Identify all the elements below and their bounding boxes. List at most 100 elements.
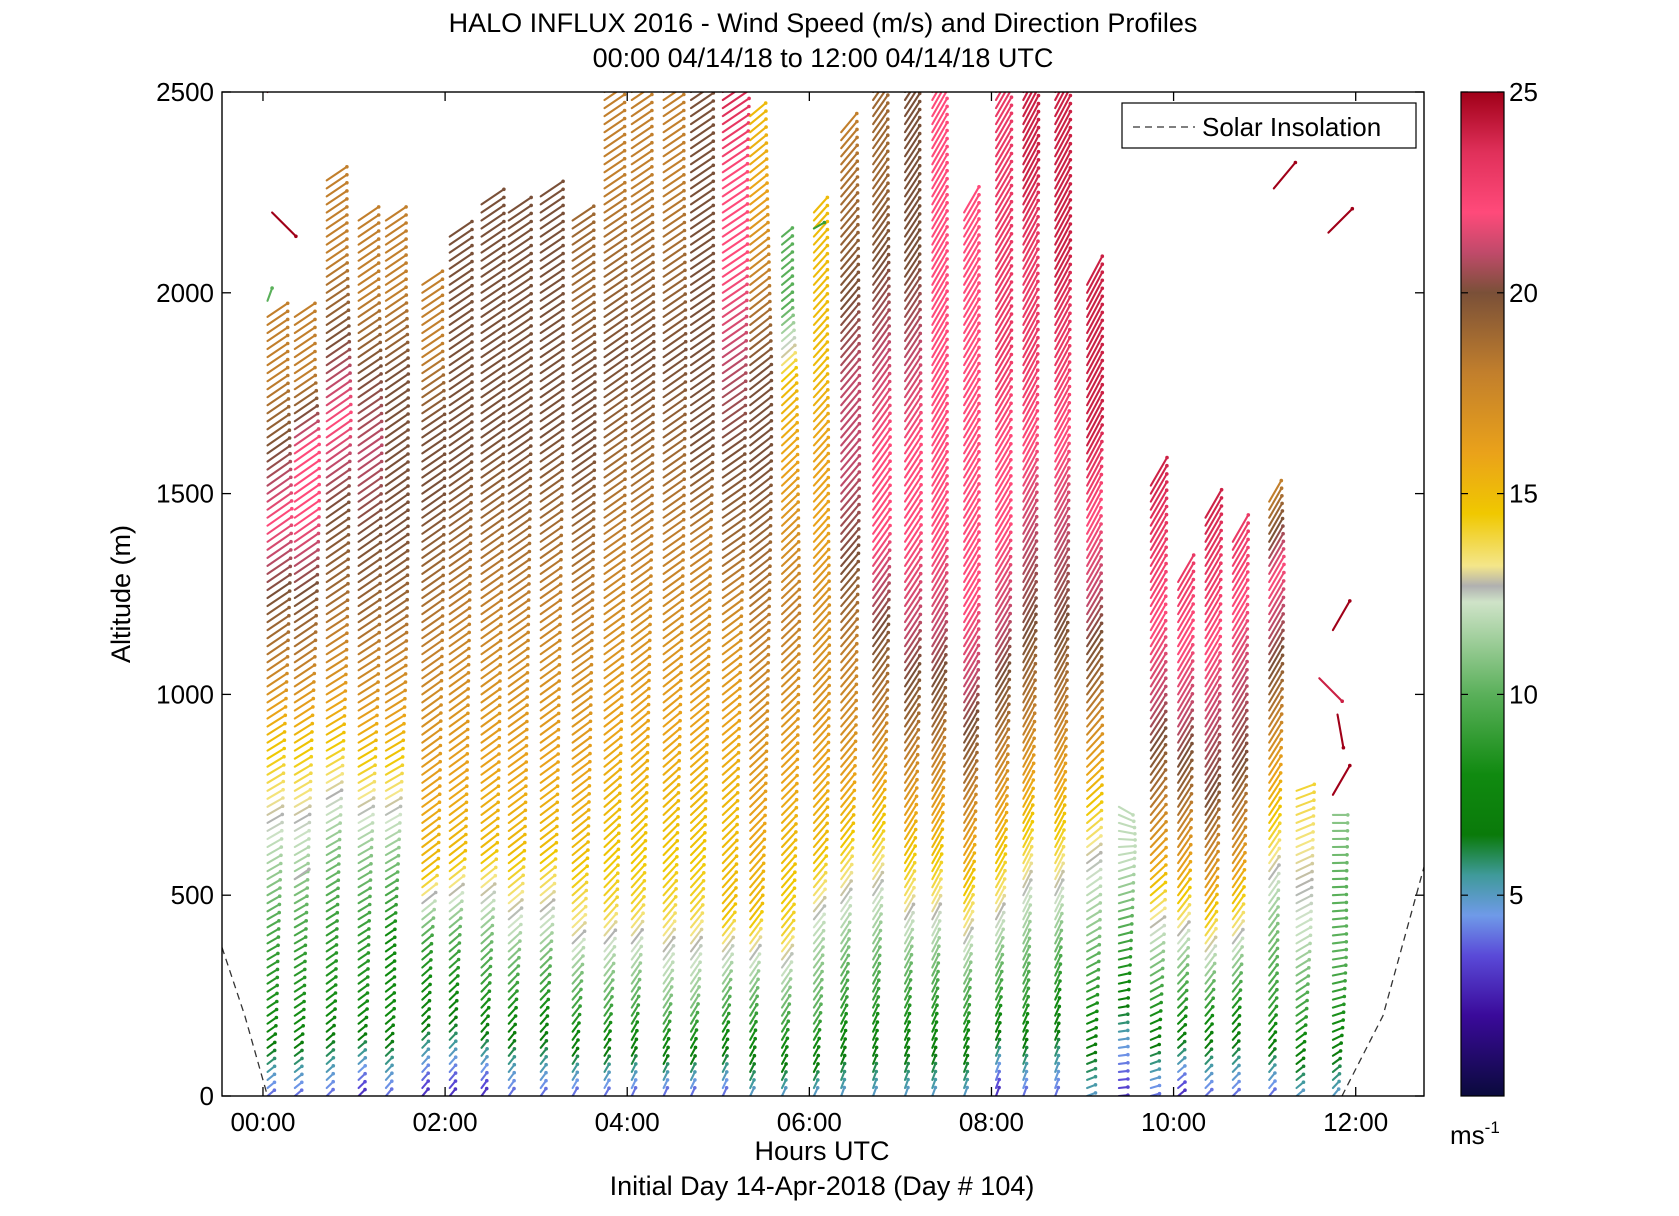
wind-vector-shaft (325, 911, 339, 921)
wind-vector-head (390, 1039, 395, 1044)
wind-vector-head (561, 356, 565, 360)
wind-vector-shaft (421, 934, 434, 945)
wind-vector-head (470, 283, 474, 288)
wind-vector-head (500, 566, 504, 570)
wind-vector-head (557, 646, 562, 651)
wind-vector-head (333, 1007, 337, 1011)
wind-vector-head (467, 646, 471, 651)
wind-vector-head (332, 1015, 337, 1020)
wind-vector-shaft (293, 302, 317, 318)
wind-vector (325, 363, 352, 383)
wind-vector-head (314, 622, 318, 626)
wind-vector-head (501, 468, 505, 473)
wind-vector-head (522, 857, 526, 861)
wind-vector (266, 663, 290, 680)
wind-vector-head (649, 550, 654, 554)
wind-vector (293, 341, 317, 359)
wind-vector-head (405, 324, 410, 329)
wind-vector-head (377, 285, 381, 290)
wind-vector-head (311, 696, 316, 701)
wind-vector-head (624, 308, 628, 312)
wind-vector-head (529, 251, 533, 256)
wind-vector-shaft (325, 789, 343, 800)
wind-vector-head (671, 952, 675, 956)
wind-vector-shaft (384, 574, 409, 592)
wind-vector-shaft (293, 540, 320, 559)
wind-vector-head (280, 804, 285, 808)
wind-vector-head (518, 931, 523, 935)
wind-vector-head (440, 341, 445, 346)
wind-vector-head (370, 821, 375, 825)
wind-vector-shaft (384, 557, 409, 575)
wind-vector-head (648, 598, 653, 602)
wind-vector-shaft (266, 350, 289, 367)
wind-vector-head (635, 1020, 640, 1024)
wind-vector-head (639, 952, 643, 957)
wind-vector-head (459, 907, 464, 912)
wind-vector-head (368, 878, 373, 882)
wind-vector-head (592, 244, 596, 249)
wind-vector-head (707, 646, 711, 651)
wind-vector-head (316, 531, 321, 536)
wind-vector-head (400, 755, 405, 759)
wind-vector-head (676, 791, 681, 795)
wind-vector-shaft (384, 689, 407, 704)
wind-vector (266, 688, 289, 704)
wind-vectors (266, 92, 1355, 1096)
wind-vector-head (652, 347, 656, 352)
wind-vector-head (393, 935, 397, 940)
wind-vector (325, 581, 350, 600)
wind-vector-head (308, 787, 313, 792)
wind-vector-head (705, 726, 710, 731)
wind-vector-head (708, 542, 713, 546)
wind-vector-head (442, 500, 447, 505)
wind-vector-head (589, 646, 594, 651)
wind-vector-head (667, 1019, 672, 1024)
wind-vector (384, 404, 411, 423)
wind-vector-head (561, 275, 565, 280)
wind-vector-head (590, 614, 595, 619)
wind-vector (293, 498, 322, 519)
wind-vector-shaft (384, 739, 405, 752)
wind-vector (384, 324, 410, 343)
wind-vector-shaft (293, 515, 321, 535)
wind-vector-head (624, 380, 628, 384)
wind-vector-head (649, 542, 654, 546)
wind-vector (384, 1006, 397, 1017)
wind-vector-head (693, 1070, 697, 1074)
wind-vector-head (275, 991, 279, 996)
wind-vector-head (403, 696, 407, 701)
wind-vector-head (468, 573, 472, 578)
wind-vector (421, 990, 432, 1001)
wind-vector-head (559, 525, 564, 530)
wind-vector-head (528, 452, 533, 457)
wind-vector-head (284, 688, 289, 692)
wind-vector-head (616, 847, 621, 852)
wind-vector (325, 213, 349, 230)
wind-vector-head (556, 760, 560, 764)
wind-vector-head (701, 895, 705, 899)
wind-vector-head (307, 828, 311, 833)
wind-vector-head (529, 195, 533, 200)
wind-vector-head (275, 967, 280, 972)
wind-vector-head (277, 902, 282, 907)
wind-vector-shaft (357, 903, 371, 913)
wind-vector-head (285, 357, 290, 362)
wind-vector-shaft (384, 341, 409, 359)
wind-vector-shaft (325, 253, 349, 270)
wind-vector (293, 837, 311, 849)
wind-vector-shaft (357, 364, 383, 383)
wind-vector-head (438, 759, 443, 764)
wind-vector-shaft (266, 334, 289, 351)
wind-vector-head (586, 848, 590, 852)
wind-vector-head (589, 687, 593, 691)
wind-vector-shaft (266, 714, 287, 728)
wind-vector-head (546, 1005, 550, 1010)
wind-vector (384, 1087, 394, 1096)
wind-vector (266, 572, 292, 592)
wind-vector-head (651, 412, 655, 417)
wind-vector-shaft (325, 919, 339, 929)
wind-vector-head (623, 204, 627, 209)
wind-vector-head (592, 212, 596, 216)
wind-vector-head (624, 355, 629, 360)
